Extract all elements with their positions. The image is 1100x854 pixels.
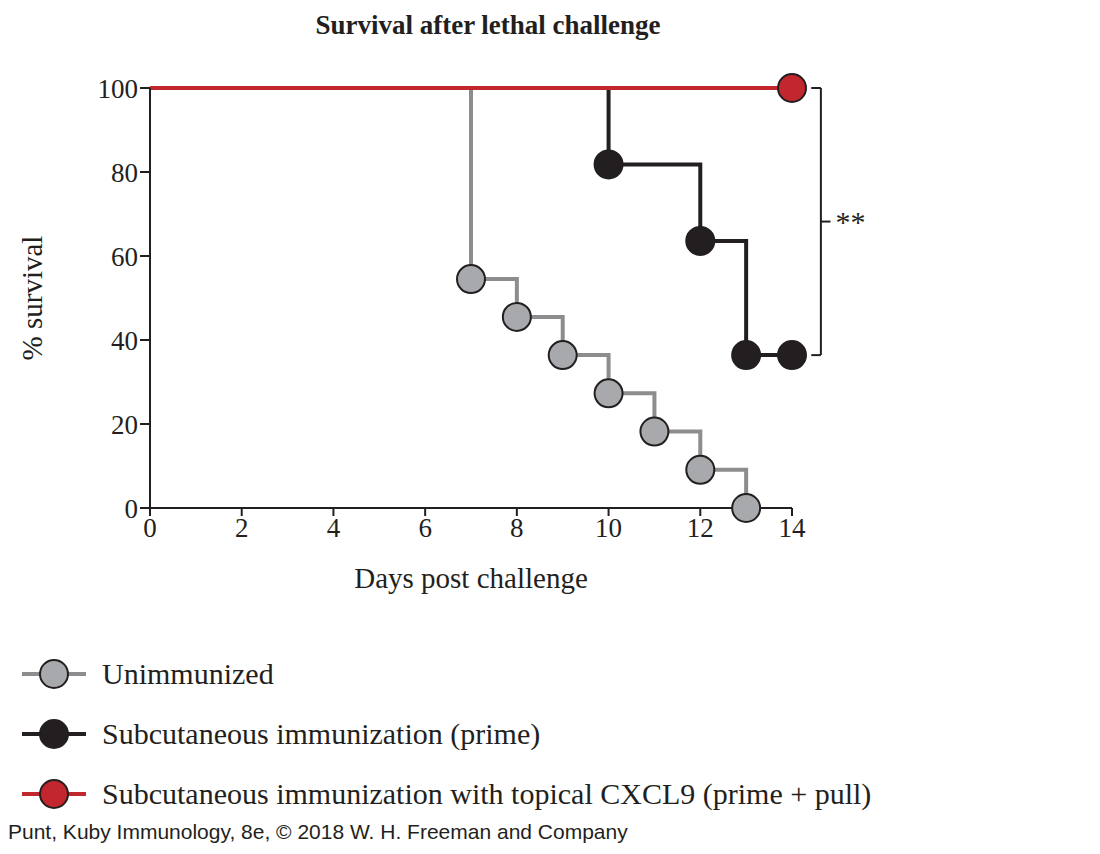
html-text:Unimmunized: Unimmunized [102, 657, 274, 690]
svg-text:% survival: % survival [16, 236, 48, 361]
svg-text:60: 60 [111, 242, 138, 272]
html-text:Survival after lethal challeng: Survival after lethal challenge [315, 10, 661, 40]
html-text:Subcutaneous immunization (pri: Subcutaneous immunization (prime) [102, 717, 541, 750]
svg-text:2: 2 [235, 513, 249, 543]
svg-text:4: 4 [327, 513, 341, 543]
svg-text:6: 6 [418, 513, 432, 543]
svg-text:40: 40 [111, 326, 138, 356]
svg-text:12: 12 [687, 513, 714, 543]
svg-text:0: 0 [125, 494, 139, 524]
svg-text:100: 100 [98, 74, 139, 104]
svg-text:10: 10 [595, 513, 622, 543]
svg-text:8: 8 [510, 513, 524, 543]
html-text:Punt, Kuby Immunology, 8e, © 2: Punt, Kuby Immunology, 8e, © 2018 W. H. … [8, 820, 628, 843]
svg-text:20: 20 [111, 410, 138, 440]
svg-text:14: 14 [779, 513, 807, 543]
svg-text:Days post challenge: Days post challenge [354, 562, 588, 594]
svg-text:80: 80 [111, 158, 138, 188]
svg-text:0: 0 [143, 513, 157, 543]
html-text:Subcutaneous immunization with: Subcutaneous immunization with topical C… [102, 777, 872, 810]
svg-text:**: ** [836, 205, 866, 238]
